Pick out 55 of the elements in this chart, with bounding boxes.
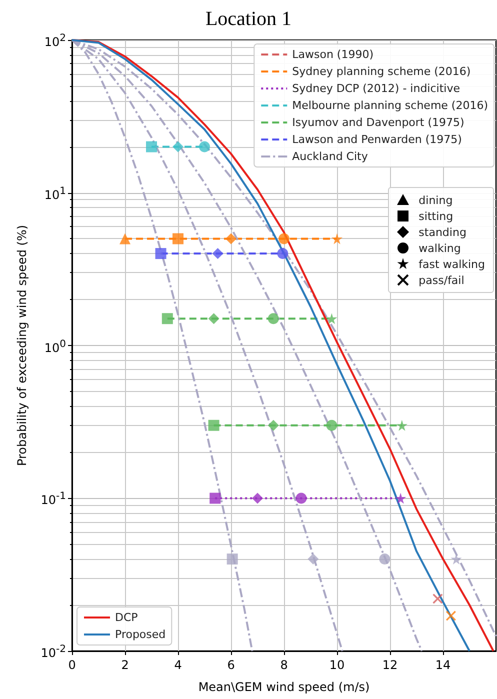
legend-label: Lawson and Penwarden (1975) [292,133,462,146]
chart-title: Location 1 [205,8,292,30]
point [162,313,173,324]
legend-label: Isyumov and Davenport (1975) [292,116,464,129]
legend-label: Sydney DCP (2012) - indicitive [292,82,460,95]
y-axis-title: Probability of exceeding wind speed (%) [15,224,29,466]
y-tick-label: 10$^{-2}$ [40,643,66,661]
x-tick-label: 12 [382,658,398,672]
annotation: sitting [418,210,454,222]
point [252,492,263,504]
x-tick-label: 10 [329,658,345,672]
annotation: standing [418,226,466,238]
point [450,554,462,565]
point [296,492,307,504]
y-tick-label: 10$^{2}$ [44,32,66,50]
annotation: dining [418,194,453,206]
point [432,594,443,604]
x-tick-label: 0 [68,658,76,672]
point [199,141,210,152]
x-tick-label: 14 [435,658,451,672]
point [208,420,220,431]
legend-label: DCP [115,611,138,624]
point [326,313,338,324]
point [155,248,166,260]
annotation: pass/fail [418,274,464,286]
x-tick-label: 2 [121,658,129,672]
annotation: fast walking [418,258,485,270]
point [308,554,319,565]
point [268,313,279,324]
point [212,248,224,260]
x-tick-label: 6 [227,658,235,672]
y-tick-label: 10$^{-1}$ [40,490,66,508]
x-axis-title: Mean\GEM wind speed (m/s) [198,680,370,694]
point [210,492,221,504]
point [120,233,130,244]
point [146,141,157,152]
point [268,420,279,431]
point [395,492,406,504]
point [379,554,390,565]
x-tick-label: 8 [280,658,288,672]
y-tick-label: 10$^{0}$ [44,338,66,356]
point [208,313,220,324]
y-tick-label: 10$^{1}$ [44,184,66,203]
legend-label: Sydney planning scheme (2016) [292,65,471,78]
point [172,141,184,152]
annotation: walking [418,242,461,254]
x-tick-label: 4 [174,658,182,672]
point [226,554,238,565]
legend-label: Proposed [115,628,166,641]
legend-label: Melbourne planning scheme (2016) [292,99,488,112]
point [396,420,408,431]
legend-label: Lawson (1990) [292,48,374,61]
point [326,420,338,431]
legend-label: Auckland City [292,150,368,163]
point [277,248,288,260]
